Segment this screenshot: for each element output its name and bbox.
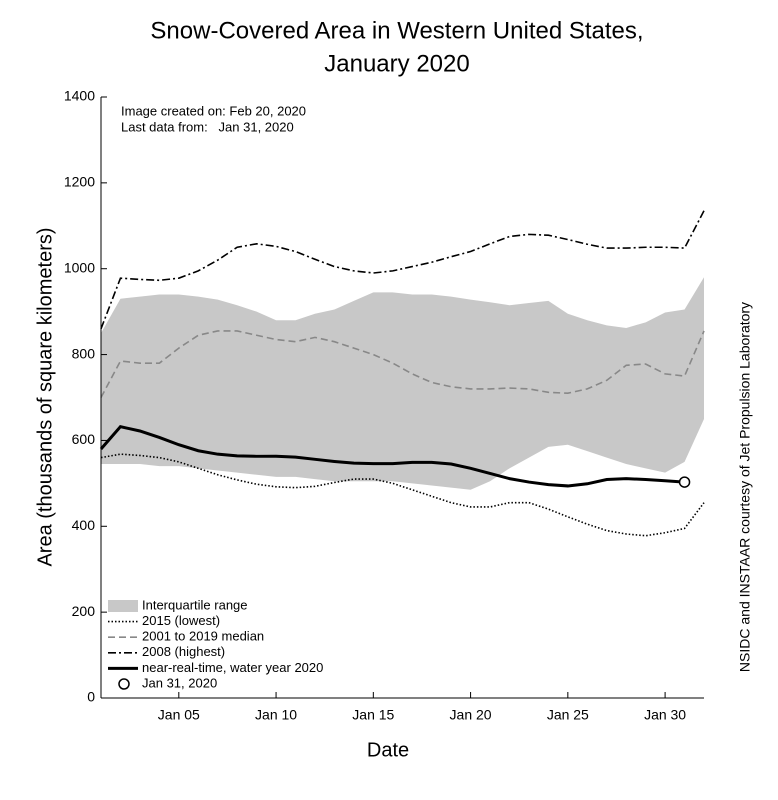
x-tick-label: Jan 30	[644, 707, 686, 723]
annotation: Last data from: Jan 31, 2020	[121, 119, 294, 134]
y-tick-label: 200	[72, 603, 96, 619]
legend-label: 2008 (highest)	[142, 644, 225, 659]
y-tick-label: 0	[87, 689, 95, 705]
y-tick-label: 600	[72, 431, 96, 447]
y-tick-label: 400	[72, 517, 96, 533]
x-tick-label: Jan 10	[255, 707, 297, 723]
chart-title: Snow-Covered Area in Western United Stat…	[150, 17, 643, 44]
legend-label: 2001 to 2019 median	[142, 629, 264, 644]
y-tick-label: 1000	[64, 259, 95, 275]
x-axis-label: Date	[367, 739, 409, 761]
chart-title: January 2020	[324, 50, 469, 77]
x-tick-label: Jan 15	[352, 707, 394, 723]
credit: NSIDC and INSTAAR courtesy of Jet Propul…	[737, 302, 753, 672]
y-axis-label: Area (thousands of square kilometers)	[34, 227, 56, 566]
legend-label: 2015 (lowest)	[142, 613, 220, 628]
x-tick-label: Jan 05	[158, 707, 200, 723]
y-tick-label: 1200	[64, 174, 95, 190]
x-tick-label: Jan 20	[450, 707, 492, 723]
legend-label: Interquartile range	[142, 597, 248, 612]
y-tick-label: 1400	[64, 88, 95, 104]
legend-swatch	[118, 678, 130, 690]
x-tick-label: Jan 25	[547, 707, 589, 723]
series-line	[100, 210, 705, 330]
end-marker	[678, 476, 691, 488]
iqr-band	[101, 277, 704, 490]
legend-swatch	[108, 600, 138, 612]
y-tick-label: 800	[72, 345, 96, 361]
series-line	[99, 425, 685, 488]
series-line	[100, 453, 705, 537]
annotation: Image created on: Feb 20, 2020	[121, 103, 306, 118]
legend-label: Jan 31, 2020	[142, 675, 217, 690]
legend-label: near-real-time, water year 2020	[142, 660, 323, 675]
